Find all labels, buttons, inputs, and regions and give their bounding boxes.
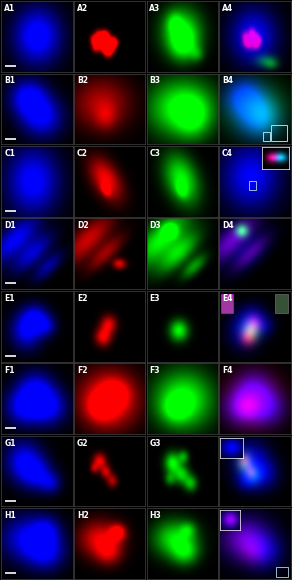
Text: E3: E3 — [150, 293, 160, 303]
Text: F3: F3 — [150, 366, 160, 375]
Bar — [249, 182, 256, 190]
Text: A3: A3 — [150, 4, 161, 13]
Text: G2: G2 — [77, 438, 88, 448]
Text: C4: C4 — [222, 149, 233, 158]
Text: D1: D1 — [4, 222, 16, 230]
Text: A1: A1 — [4, 4, 15, 13]
Text: G3: G3 — [150, 438, 161, 448]
Text: F2: F2 — [77, 366, 87, 375]
Text: D3: D3 — [150, 222, 161, 230]
Text: B2: B2 — [77, 77, 88, 85]
Bar — [276, 567, 288, 577]
Bar — [263, 132, 270, 141]
Text: C1: C1 — [4, 149, 15, 158]
Text: C2: C2 — [77, 149, 88, 158]
Text: E2: E2 — [77, 293, 87, 303]
Bar — [271, 125, 287, 141]
Text: C3: C3 — [150, 149, 160, 158]
Text: H4: H4 — [222, 511, 234, 520]
Text: G4: G4 — [222, 438, 234, 448]
Text: F1: F1 — [4, 366, 15, 375]
Text: H2: H2 — [77, 511, 89, 520]
Text: H3: H3 — [150, 511, 161, 520]
Text: B3: B3 — [150, 77, 160, 85]
Text: F4: F4 — [222, 366, 232, 375]
Text: G1: G1 — [4, 438, 16, 448]
Bar — [275, 293, 288, 313]
Text: B4: B4 — [222, 77, 233, 85]
Text: A2: A2 — [77, 4, 88, 13]
Text: D4: D4 — [222, 222, 234, 230]
Text: D2: D2 — [77, 222, 88, 230]
Text: E4: E4 — [222, 293, 232, 303]
Text: H1: H1 — [4, 511, 16, 520]
Text: E1: E1 — [4, 293, 15, 303]
Bar — [220, 293, 233, 313]
Text: B1: B1 — [4, 77, 15, 85]
Text: A4: A4 — [222, 4, 233, 13]
